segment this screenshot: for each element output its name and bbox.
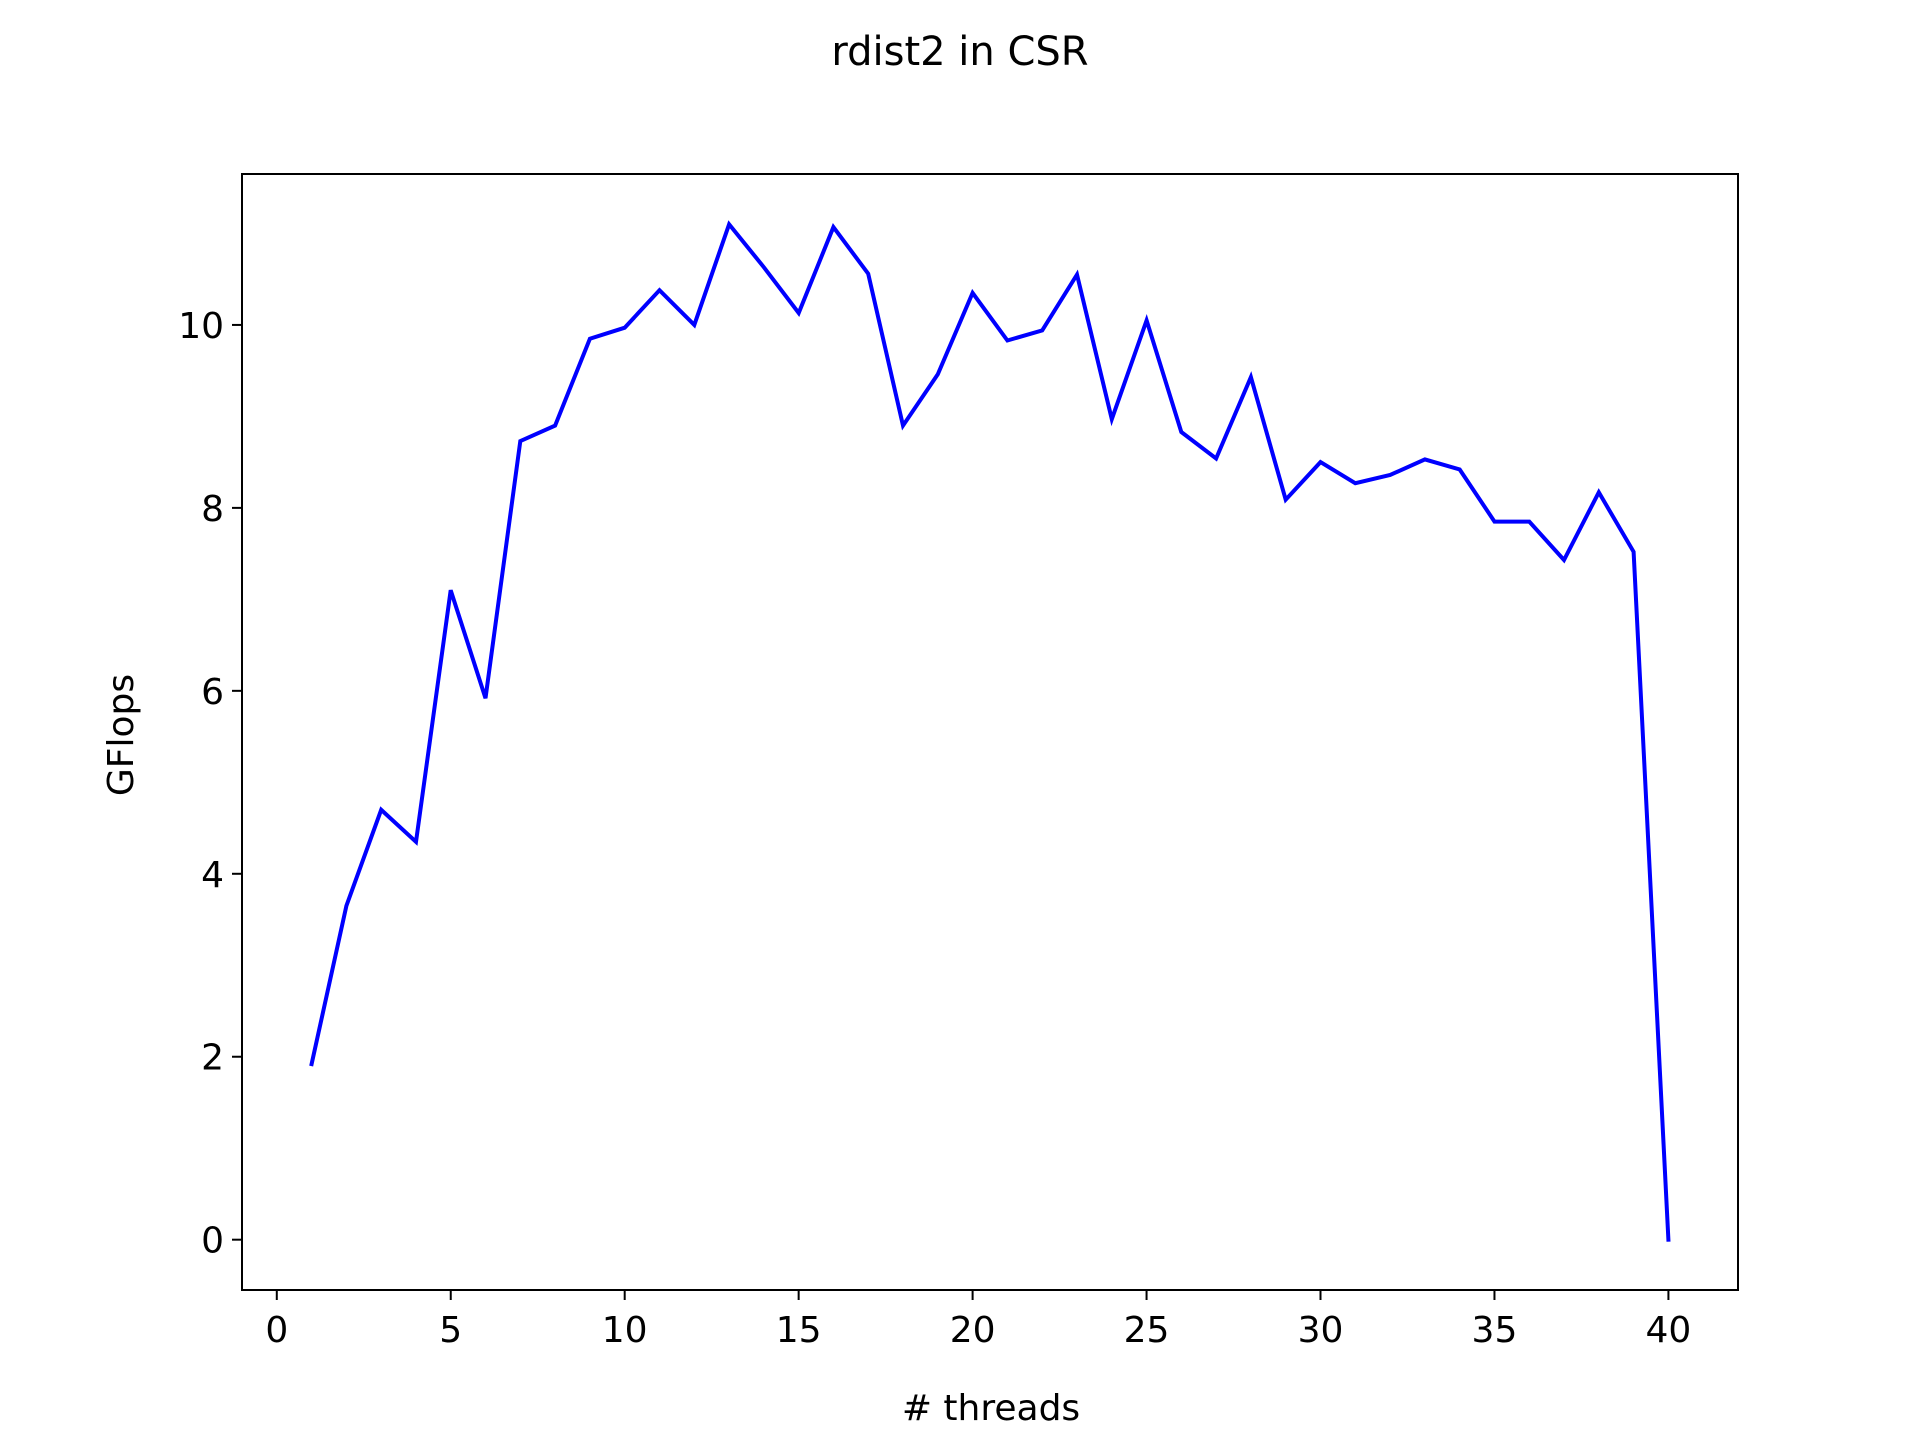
chart-title: rdist2 in CSR: [831, 29, 1088, 75]
y-tick-label: 6: [201, 672, 224, 713]
x-axis-label: # threads: [902, 1388, 1080, 1429]
x-tick-label: 40: [1646, 1310, 1692, 1351]
x-tick-label: 25: [1124, 1310, 1170, 1351]
y-tick-label: 0: [201, 1221, 224, 1262]
plot-area: 0 5 10 15 20 25 30 35 40 0 2 4 6 8 10: [178, 173, 1739, 1351]
x-tick-label: 35: [1472, 1310, 1518, 1351]
y-tick-label: 4: [201, 855, 224, 896]
x-tick-label: 10: [602, 1310, 648, 1351]
x-tick-label: 30: [1298, 1310, 1344, 1351]
series-line: [309, 220, 1671, 1242]
y-axis-label: GFlops: [101, 674, 142, 796]
x-tick-label: 15: [776, 1310, 822, 1351]
x-tick-label: 5: [439, 1310, 462, 1351]
x-tick-label: 0: [265, 1310, 288, 1351]
axes-frame: [241, 173, 1739, 1291]
x-tick-label: 20: [950, 1310, 996, 1351]
y-tick-label: 8: [201, 489, 224, 530]
y-tick-label: 2: [201, 1038, 224, 1079]
y-tick-label: 10: [178, 306, 224, 347]
